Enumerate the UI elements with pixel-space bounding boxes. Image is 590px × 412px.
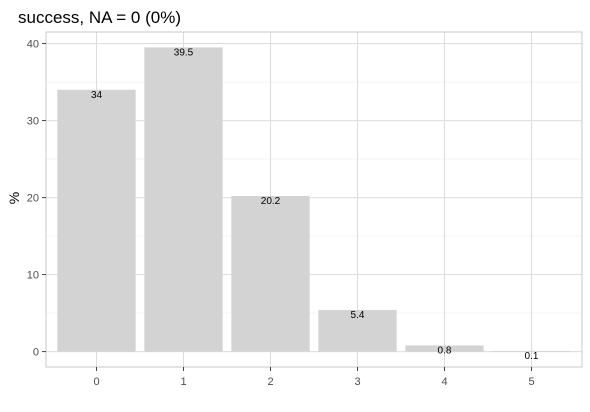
bar-1 bbox=[144, 47, 223, 352]
y-axis: 0 10 20 30 40 bbox=[27, 39, 46, 359]
bar-2 bbox=[231, 196, 310, 352]
y-tick-label: 40 bbox=[27, 39, 39, 51]
x-tick-label: 2 bbox=[267, 376, 273, 388]
plot-panel-border bbox=[45, 31, 583, 368]
y-tick-label: 10 bbox=[27, 270, 39, 282]
data-label-1: 39.5 bbox=[174, 47, 194, 58]
y-tick-label: 0 bbox=[33, 347, 39, 359]
x-tick-label: 3 bbox=[354, 376, 360, 388]
x-tick-label: 5 bbox=[528, 376, 534, 388]
chart-title: success, NA = 0 (0%) bbox=[18, 8, 181, 27]
data-label-2: 20.2 bbox=[261, 196, 281, 207]
bar-3 bbox=[318, 310, 397, 352]
y-tick-label: 30 bbox=[27, 116, 39, 128]
data-label-0: 34 bbox=[91, 90, 103, 101]
data-labels: 34 39.5 20.2 5.4 0.8 0.1 bbox=[91, 47, 539, 361]
bar-5 bbox=[492, 350, 571, 352]
bars bbox=[57, 47, 571, 352]
bar-4 bbox=[405, 345, 484, 352]
x-axis: 0 1 2 3 4 5 bbox=[93, 367, 535, 388]
x-tick-label: 1 bbox=[180, 376, 186, 388]
x-tick-label: 0 bbox=[93, 376, 99, 388]
bar-0 bbox=[57, 89, 136, 352]
data-label-4: 0.8 bbox=[438, 345, 452, 356]
x-tick-label: 4 bbox=[441, 376, 447, 388]
data-label-3: 5.4 bbox=[351, 310, 365, 321]
y-tick-label: 20 bbox=[27, 193, 39, 205]
y-axis-label: % bbox=[6, 192, 22, 204]
data-label-5: 0.1 bbox=[525, 351, 539, 362]
